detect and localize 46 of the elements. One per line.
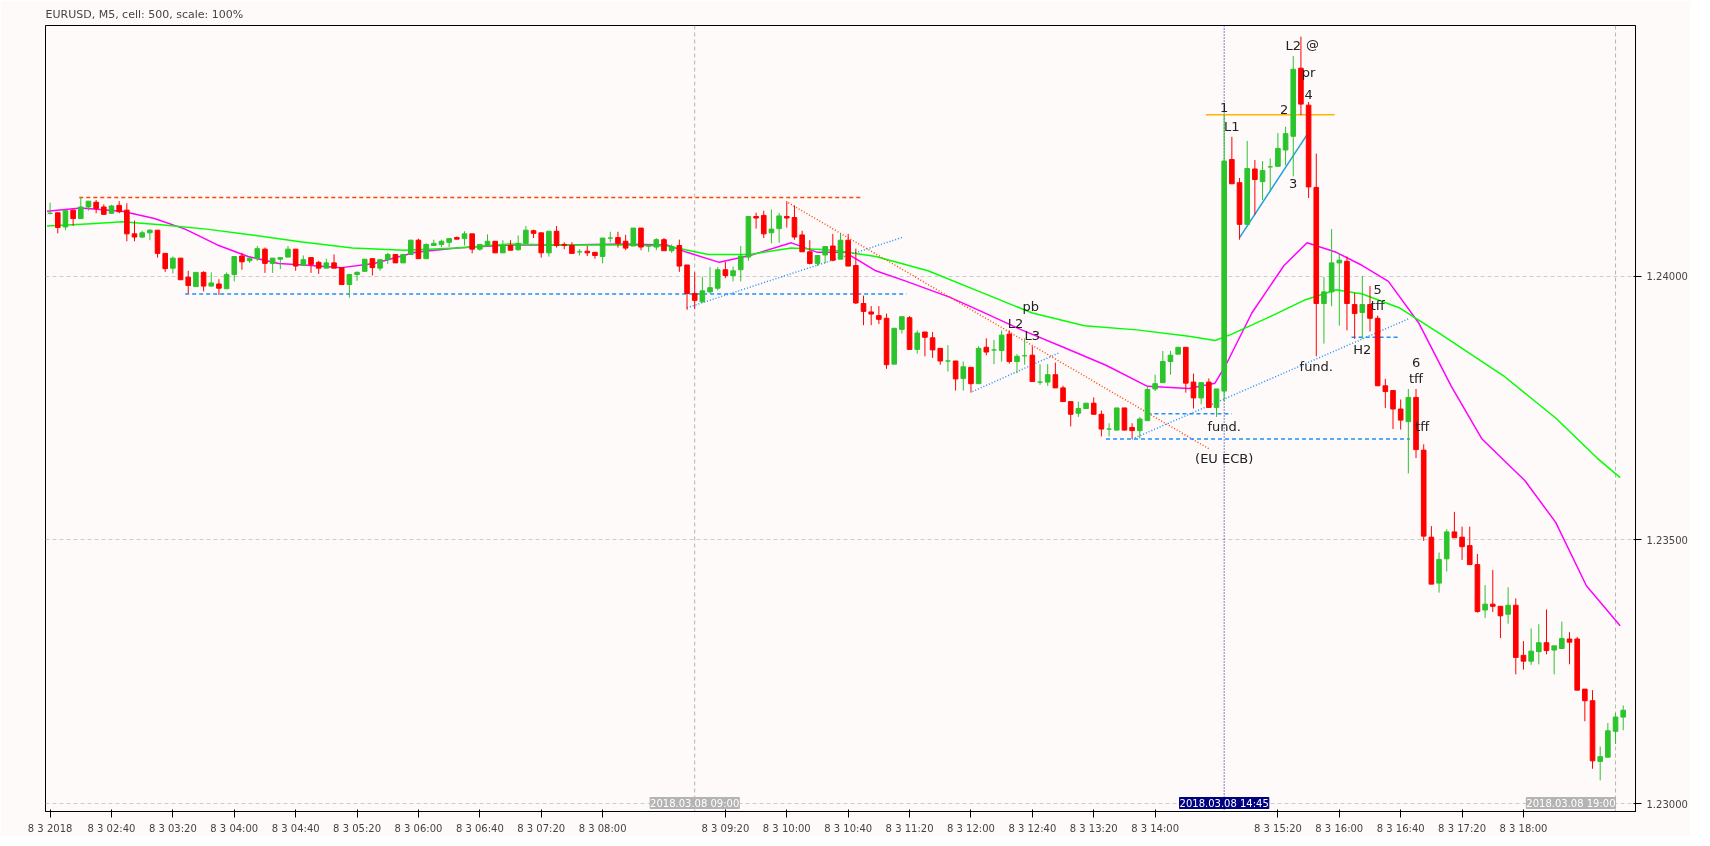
annotation: 6	[1411, 354, 1421, 370]
ref-line-label: 2018.03.08 09:00	[650, 797, 740, 809]
chart-title: EURUSD, M5, cell: 500, scale: 100%	[45, 7, 244, 21]
x-tick-label: 8 3 03:20	[148, 822, 197, 834]
x-tick-label: 8 3 13:20	[1069, 822, 1118, 834]
x-tick-label: 8 3 2018	[27, 822, 73, 834]
y-tick-label: 1.23500	[1646, 534, 1688, 546]
annotation: tff	[1370, 297, 1386, 313]
annotation: @	[1305, 36, 1319, 52]
x-tick-label: 8 3 08:00	[578, 822, 627, 834]
annotation: 1	[1220, 99, 1229, 115]
x-tick-label: 8 3 12:40	[1008, 822, 1057, 834]
x-tick-label: 8 3 12:00	[947, 822, 995, 834]
x-tick-label: 8 3 17:20	[1438, 822, 1487, 834]
x-tick-label: 8 3 10:00	[762, 822, 811, 834]
annotation: 3	[1289, 176, 1298, 192]
x-tick-label: 8 3 04:40	[271, 822, 320, 834]
annotation: L2	[1285, 38, 1302, 54]
annotation: 2	[1279, 101, 1289, 117]
x-tick-label: 8 3 05:20	[333, 822, 382, 834]
x-tick-label: 8 3 02:40	[87, 822, 136, 834]
x-tick-label: 8 3 10:40	[824, 822, 873, 834]
x-tick-label: 8 3 06:00	[394, 822, 443, 834]
annotation: H2	[1353, 341, 1372, 357]
x-tick-label: 8 3 18:00	[1499, 822, 1548, 834]
annotation: 4	[1304, 86, 1313, 102]
annotation: pb	[1022, 299, 1040, 315]
x-tick-label: 8 3 06:40	[455, 822, 504, 834]
annotation: (EU ECB)	[1195, 450, 1254, 466]
x-tick-label: 8 3 11:20	[885, 822, 934, 834]
x-tick-label: 8 3 16:40	[1376, 822, 1425, 834]
x-tick-label: 8 3 04:00	[210, 822, 259, 834]
ref-line-label: 2018.03.08 14:45	[1179, 797, 1269, 809]
x-tick-label: 8 3 07:20	[517, 822, 566, 834]
annotation: 5	[1373, 281, 1382, 297]
annotation: fund.	[1299, 359, 1334, 375]
x-tick-label: 8 3 14:00	[1131, 822, 1180, 834]
annotation: tff	[1409, 370, 1425, 386]
x-tick-label: 8 3 15:20	[1253, 822, 1302, 834]
y-tick-label: 1.24000	[1646, 271, 1688, 283]
ref-line-label: 2018.03.08 19:00	[1526, 797, 1616, 809]
annotation: fund.	[1207, 418, 1241, 434]
y-tick-label: 1.23000	[1646, 798, 1688, 810]
x-tick-label: 8 3 09:20	[701, 822, 750, 834]
annotation: L1	[1224, 118, 1240, 134]
x-tick-label: 8 3 16:00	[1315, 822, 1364, 834]
